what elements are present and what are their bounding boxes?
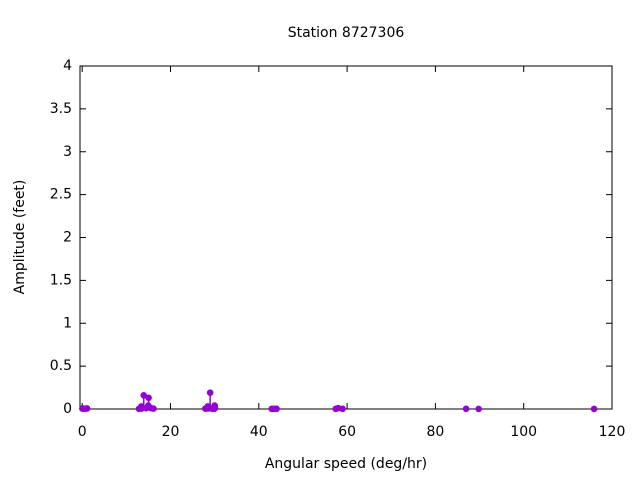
stem-point (273, 405, 280, 413)
x-tick-label: 40 (250, 424, 268, 440)
stem-point (339, 405, 346, 413)
y-tick-label: 0 (63, 401, 72, 417)
stem-point (475, 405, 482, 413)
y-tick-label: 1.5 (50, 272, 72, 288)
plot-border (79, 65, 613, 410)
x-tick-label: 0 (78, 424, 87, 440)
chart-title: Station 8727306 (288, 25, 405, 41)
x-tick-label: 60 (338, 424, 356, 440)
y-tick-label: 1 (63, 315, 72, 331)
stem-point (462, 405, 470, 413)
stem-point (140, 391, 148, 399)
y-tick-label: 2.5 (50, 187, 72, 203)
stem-point (83, 405, 91, 412)
stem-point (590, 405, 598, 413)
y-axis-label: Amplitude (feet) (12, 180, 28, 295)
stem-point (150, 405, 157, 412)
stem-point (145, 394, 152, 402)
y-tick-label: 3.5 (50, 101, 72, 117)
y-tick-label: 4 (63, 58, 72, 74)
x-tick-label: 100 (510, 424, 537, 440)
x-tick-label: 20 (162, 424, 180, 440)
stem-point (206, 389, 214, 397)
x-tick-label: 120 (599, 424, 626, 440)
x-tick-label: 80 (426, 424, 444, 440)
y-tick-label: 2 (63, 230, 72, 246)
stem-point (211, 404, 219, 412)
y-tick-label: 0.5 (50, 358, 72, 374)
y-tick-label: 3 (63, 144, 72, 160)
x-axis-label: Angular speed (deg/hr) (265, 456, 427, 472)
